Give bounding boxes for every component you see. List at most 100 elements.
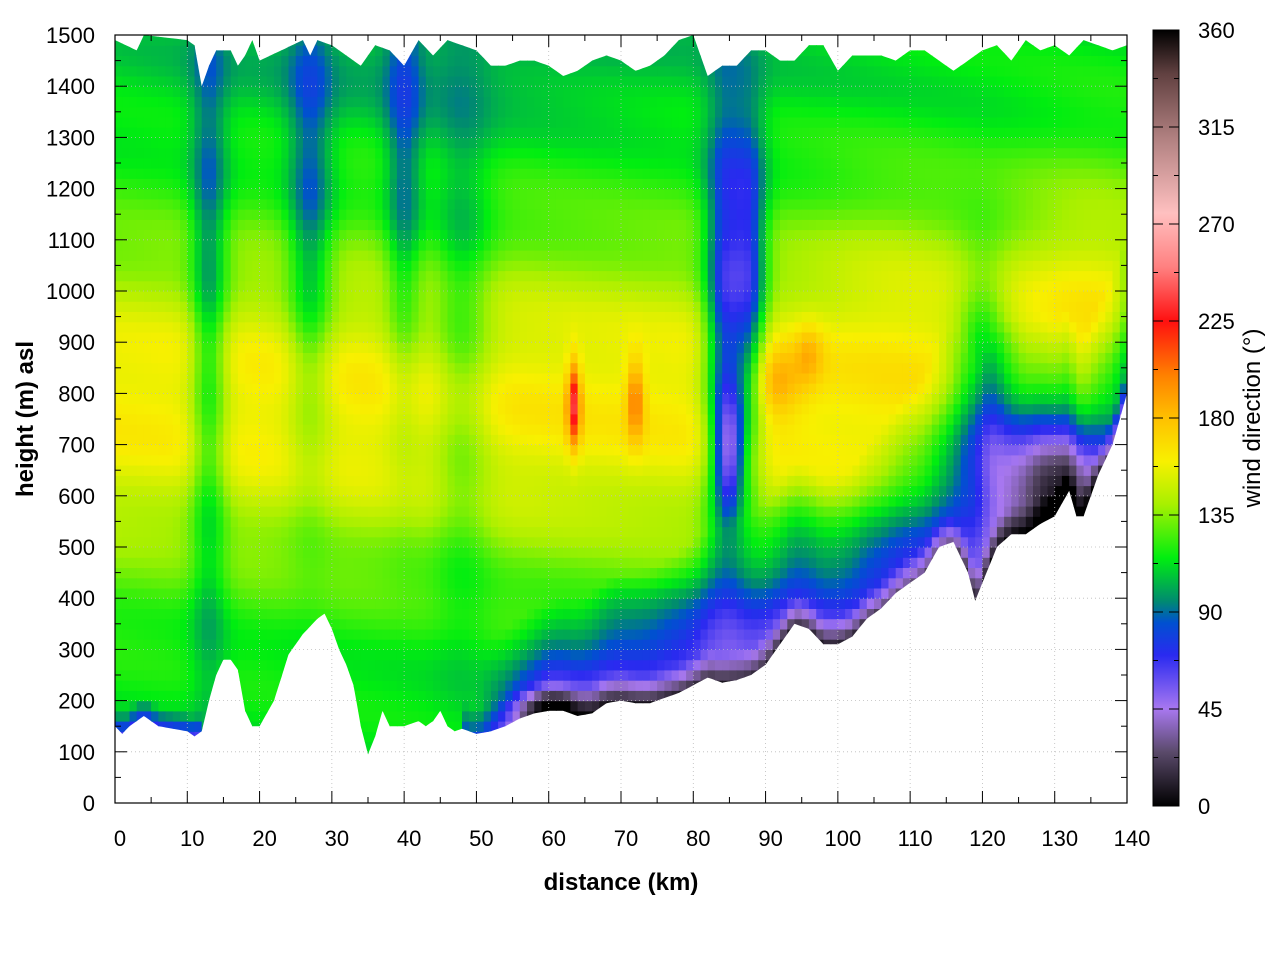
heatmap-cell xyxy=(252,669,261,681)
heatmap-cell xyxy=(223,475,232,487)
heatmap-cell xyxy=(339,526,347,538)
heatmap-cell xyxy=(158,526,167,538)
heatmap-cell xyxy=(201,454,210,466)
heatmap-cell xyxy=(592,669,600,681)
heatmap-cell xyxy=(295,86,304,97)
heatmap-cell xyxy=(592,516,600,528)
heatmap-cell xyxy=(252,168,261,179)
heatmap-cell xyxy=(187,444,196,456)
heatmap-cell xyxy=(237,229,246,241)
heatmap-cell xyxy=(454,260,463,272)
heatmap-cell xyxy=(360,147,369,159)
heatmap-cell xyxy=(606,55,615,67)
heatmap-cell xyxy=(534,311,543,323)
heatmap-cell xyxy=(476,311,485,323)
heatmap-cell xyxy=(476,413,485,425)
heatmap-cell xyxy=(122,485,130,497)
heatmap-cell xyxy=(519,147,528,159)
heatmap-cell xyxy=(541,383,550,394)
heatmap-cell xyxy=(216,332,224,343)
heatmap-cell xyxy=(368,680,376,691)
heatmap-cell xyxy=(266,495,275,507)
heatmap-cell xyxy=(476,598,485,609)
heatmap-cell xyxy=(483,413,492,425)
heatmap-cell xyxy=(331,106,340,118)
heatmap-cell xyxy=(396,639,405,650)
heatmap-cell xyxy=(534,280,543,292)
heatmap-cell xyxy=(599,280,608,292)
heatmap-cell xyxy=(245,588,253,599)
heatmap-cell xyxy=(563,86,571,97)
heatmap-cell xyxy=(295,352,304,364)
heatmap-cell xyxy=(425,178,434,190)
heatmap-cell xyxy=(498,700,506,712)
heatmap-cell xyxy=(411,229,420,241)
heatmap-cell xyxy=(259,260,268,272)
heatmap-cell xyxy=(180,352,188,364)
heatmap-cell xyxy=(165,547,174,558)
heatmap-cell xyxy=(519,270,528,282)
heatmap-cell xyxy=(577,526,586,538)
heatmap-cell xyxy=(216,76,224,87)
heatmap-cell xyxy=(584,413,593,425)
heatmap-cell xyxy=(310,526,318,538)
heatmap-cell xyxy=(302,65,311,77)
heatmap-cell xyxy=(599,106,608,118)
heatmap-cell xyxy=(302,147,311,159)
heatmap-cell xyxy=(266,147,275,159)
heatmap-cell xyxy=(201,209,210,220)
heatmap-cell xyxy=(519,116,528,128)
heatmap-cell xyxy=(237,55,246,67)
heatmap-cell xyxy=(245,680,253,691)
heatmap-cell xyxy=(396,239,405,251)
heatmap-cell xyxy=(433,188,441,200)
heatmap-cell xyxy=(534,454,543,466)
heatmap-cell xyxy=(129,710,138,722)
heatmap-cell xyxy=(534,362,543,374)
heatmap-cell xyxy=(519,413,528,425)
heatmap-cell xyxy=(375,465,383,476)
heatmap-cell xyxy=(259,710,268,722)
heatmap-cell xyxy=(187,311,196,323)
heatmap-cell xyxy=(599,332,608,343)
heatmap-cell xyxy=(512,588,521,599)
heatmap-cell xyxy=(563,454,571,466)
heatmap-cell xyxy=(375,127,383,138)
heatmap-cell xyxy=(281,434,290,446)
heatmap-cell xyxy=(310,608,318,620)
heatmap-cell xyxy=(519,219,528,231)
heatmap-cell xyxy=(584,424,593,435)
heatmap-cell xyxy=(172,680,181,691)
heatmap-cell xyxy=(180,434,188,446)
heatmap-cell xyxy=(462,659,470,671)
heatmap-cell xyxy=(317,45,326,56)
heatmap-cell xyxy=(476,547,485,558)
heatmap-cell xyxy=(245,700,253,712)
heatmap-cell xyxy=(476,608,485,620)
heatmap-cell xyxy=(237,188,246,200)
heatmap-cell xyxy=(223,137,232,149)
heatmap-cell xyxy=(360,434,369,446)
heatmap-cell xyxy=(404,116,412,128)
heatmap-cell xyxy=(599,188,608,200)
heatmap-cell xyxy=(259,567,268,579)
heatmap-cell xyxy=(180,465,188,476)
heatmap-cell xyxy=(295,96,304,108)
heatmap-cell xyxy=(115,321,123,333)
heatmap-cell xyxy=(143,96,152,108)
heatmap-cell xyxy=(505,352,514,364)
heatmap-cell xyxy=(425,495,434,507)
heatmap-cell xyxy=(266,680,275,691)
heatmap-cell xyxy=(180,680,188,691)
heatmap-cell xyxy=(490,362,499,374)
heatmap-cell xyxy=(360,127,369,138)
heatmap-cell xyxy=(252,588,261,599)
heatmap-cell xyxy=(180,280,188,292)
heatmap-cell xyxy=(584,321,593,333)
heatmap-cell xyxy=(187,516,196,528)
heatmap-cell xyxy=(577,127,586,138)
heatmap-cell xyxy=(592,86,600,97)
heatmap-cell xyxy=(382,475,391,487)
heatmap-cell xyxy=(143,669,152,681)
heatmap-cell xyxy=(490,198,499,210)
